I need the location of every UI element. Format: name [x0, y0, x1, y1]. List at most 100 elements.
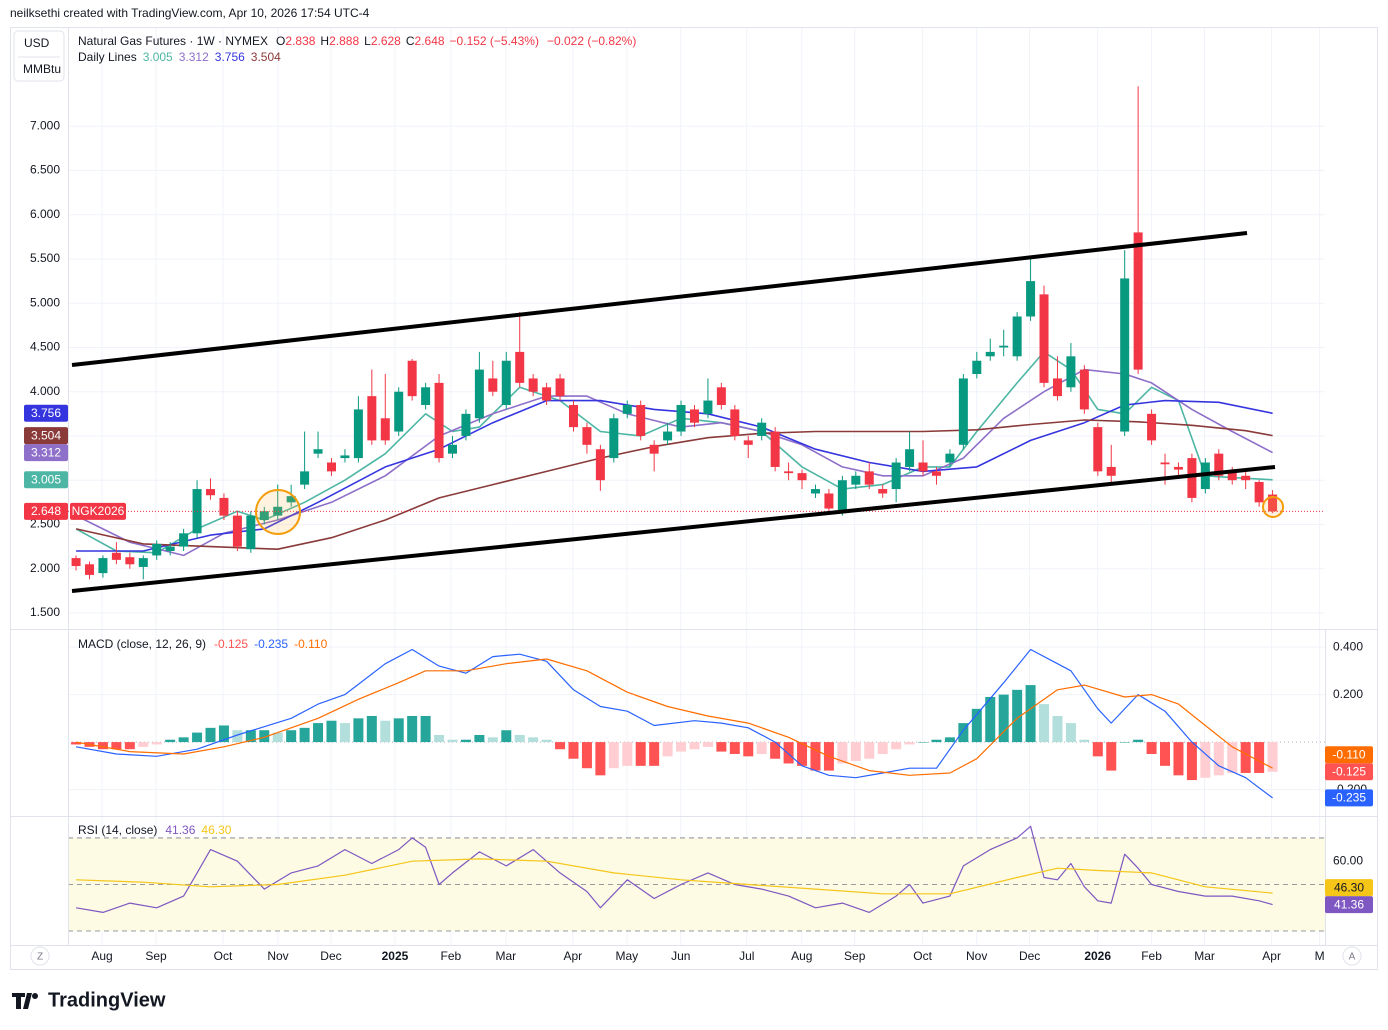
x-tick-label: M — [1315, 949, 1325, 963]
legend-text: 46.30 — [201, 823, 231, 837]
legend-text: 2.838 — [285, 34, 315, 48]
histogram-bar — [958, 723, 969, 743]
histogram-bar — [124, 742, 135, 750]
value-badge — [1325, 763, 1373, 781]
candle-body — [972, 360, 982, 375]
candle-body — [232, 515, 242, 547]
price-badge-label: 2.648 — [31, 504, 61, 518]
nav-label[interactable]: A — [1349, 952, 1356, 963]
histogram-bar — [313, 723, 324, 743]
histogram-bar — [770, 742, 781, 759]
legend-text: L — [364, 34, 371, 48]
histogram-bar — [608, 742, 619, 769]
histogram-bar — [581, 742, 592, 769]
x-tick-label: Feb — [1141, 949, 1162, 963]
histogram-bar — [178, 737, 189, 743]
candle-body — [1241, 475, 1251, 481]
histogram-bar — [810, 742, 821, 771]
candle-body — [259, 511, 269, 521]
histogram-bar — [998, 694, 1009, 743]
histogram-bar — [1052, 715, 1063, 743]
value-badge — [1325, 896, 1373, 914]
candle-body — [206, 489, 216, 496]
candle-body — [636, 404, 646, 436]
legend-text: H — [320, 34, 329, 48]
frame — [10, 27, 1378, 970]
candle-body — [1039, 294, 1049, 383]
y-tick-label: 4.500 — [30, 340, 60, 354]
unit-box[interactable] — [13, 30, 65, 82]
candle-body — [434, 382, 444, 459]
legend-text: -0.110 — [294, 637, 327, 651]
y-tick-label: 0.400 — [1333, 639, 1363, 653]
candle-body — [595, 449, 605, 481]
candle-body — [515, 351, 525, 383]
legend-text: 2.648 — [415, 34, 445, 48]
histogram-bar — [676, 742, 687, 752]
candle-body — [663, 431, 673, 441]
histogram-bar — [326, 720, 337, 743]
candle-body — [837, 480, 847, 512]
legend-text: Daily Lines — [78, 50, 137, 64]
candle-body — [810, 489, 820, 494]
candle-body — [85, 564, 95, 575]
candle-body — [111, 552, 121, 560]
candle-body — [71, 558, 81, 567]
y-tick-label: 0.200 — [1333, 687, 1363, 701]
value-badge — [1325, 879, 1373, 897]
histogram-bar — [528, 737, 539, 743]
y-tick-label: 2.000 — [30, 561, 60, 575]
candle-body — [501, 360, 511, 405]
legend-text: 2.628 — [371, 34, 401, 48]
histogram-bar — [1173, 742, 1184, 776]
brand: TradingView — [48, 989, 166, 1011]
rsi-band — [68, 837, 1325, 932]
nav-button[interactable] — [30, 946, 50, 966]
histogram-bar — [1025, 685, 1036, 743]
x-tick-label: 2025 — [382, 949, 409, 963]
x-tick-label: Aug — [91, 949, 112, 963]
histogram-bar — [1133, 739, 1144, 743]
histogram-bar — [393, 718, 404, 743]
x-tick-label: Apr — [1262, 949, 1281, 963]
histogram-bar — [756, 742, 767, 754]
legend-text: 2.888 — [329, 34, 359, 48]
value-badge-label: -0.110 — [1332, 747, 1365, 761]
legend-text: 3.312 — [179, 50, 209, 64]
value-badge — [1325, 746, 1373, 764]
x-tick-label: Mar — [1194, 949, 1215, 963]
histogram-bar — [541, 739, 552, 743]
price-badge — [24, 404, 68, 422]
candle-body — [649, 444, 659, 454]
histogram-bar — [1039, 704, 1050, 743]
histogram-bar — [1254, 742, 1265, 773]
candle-body — [1066, 356, 1076, 388]
unit[interactable]: MMBtu — [23, 62, 61, 76]
candle-body — [474, 369, 484, 419]
nav-label[interactable]: Z — [37, 952, 43, 963]
candle-body — [340, 455, 350, 459]
histogram-bar — [1146, 742, 1157, 754]
candle-body — [609, 418, 619, 459]
histogram-bar — [339, 723, 350, 743]
candle-body — [1012, 316, 1022, 357]
histogram-bar — [1160, 742, 1171, 766]
histogram-bar — [716, 742, 727, 752]
currency[interactable]: USD — [24, 36, 50, 50]
histogram-bar — [111, 742, 122, 750]
histogram-bar — [380, 720, 391, 743]
series-line — [75, 658, 1273, 776]
label-layer: Aug Sep Oct Nov Dec 2025 Feb Mar Apr May Jun Jul Aug… — [24, 34, 1373, 963]
series-line — [75, 368, 1273, 557]
candle-body — [380, 418, 390, 441]
candle-body — [407, 360, 417, 397]
price-badge — [24, 427, 68, 445]
price-badge-label: 3.005 — [31, 472, 61, 486]
candle-body — [824, 493, 834, 509]
value-badge-label: 46.30 — [1334, 880, 1364, 894]
histogram-bar — [407, 715, 418, 743]
y-tick-label: 6.000 — [30, 207, 60, 221]
candle-body — [98, 558, 108, 574]
nav-button[interactable] — [1342, 946, 1362, 966]
